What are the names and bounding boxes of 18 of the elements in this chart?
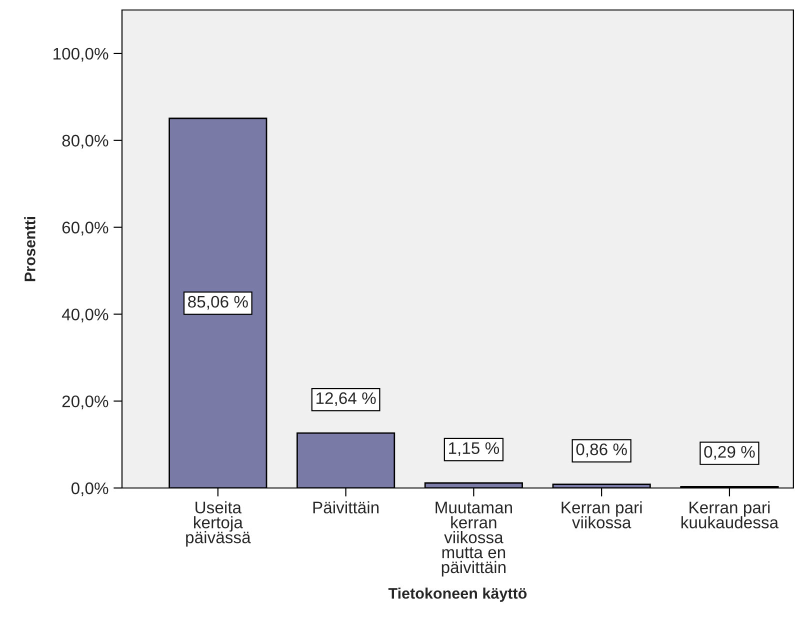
- data-label: 0,86 %: [576, 443, 627, 458]
- y-axis-title: Prosentti: [24, 216, 36, 282]
- x-tick-label: Muutaman kerran viikossa mutta en päivittäin: [436, 502, 512, 576]
- x-axis-title: Tietokoneen käyttö: [388, 588, 527, 602]
- y-tick-label: 0,0%: [71, 482, 108, 496]
- data-label: 1,15 %: [449, 442, 500, 456]
- y-tick-label: 80,0%: [62, 134, 108, 149]
- data-label: 12,64 %: [316, 392, 376, 406]
- x-tick-label: Kerran pari kuukaudessa: [681, 501, 779, 528]
- y-tick-label: 40,0%: [62, 308, 108, 322]
- y-tick-label: 20,0%: [62, 395, 108, 410]
- x-tick-label: Päivittäin: [313, 501, 379, 514]
- x-tick-label: Kerran pari viikossa: [562, 501, 642, 528]
- data-label: 85,06 %: [188, 296, 248, 310]
- data-label: 0,29 %: [704, 446, 755, 460]
- x-tick-label: Useita kertoja päivässä: [186, 501, 251, 547]
- y-tick-label: 100,0%: [54, 48, 108, 62]
- y-tick-label: 60,0%: [62, 222, 108, 236]
